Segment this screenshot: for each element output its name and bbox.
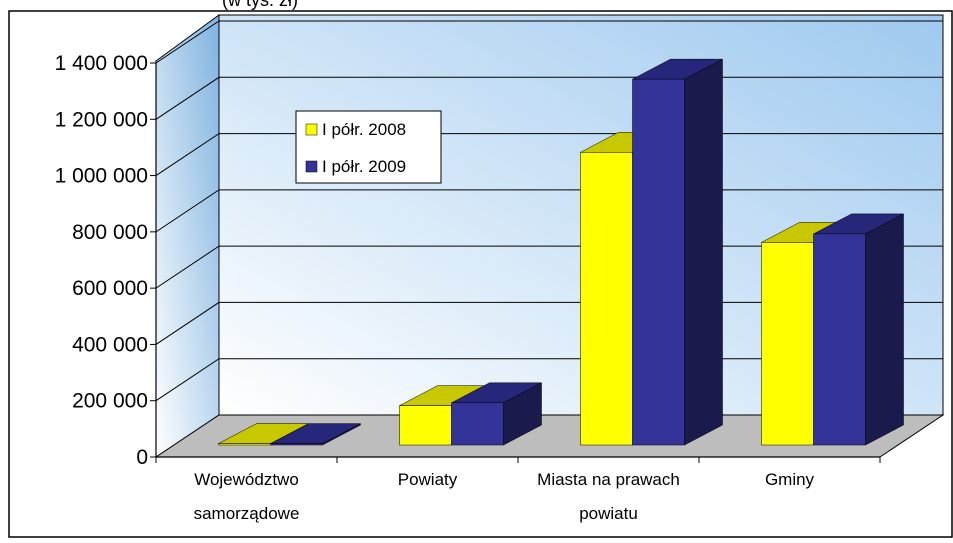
bar-front (813, 233, 866, 446)
y-tick-label: 200 000 (72, 390, 148, 413)
legend-label-2008: I półr. 2008 (322, 120, 406, 139)
bar-front (399, 405, 452, 446)
legend-swatch-2009 (305, 160, 318, 173)
bar-front (218, 443, 271, 446)
bar-3-1 (813, 213, 904, 446)
legend-box (295, 110, 442, 184)
y-tick-label: 0 (136, 446, 148, 469)
bar-front (632, 78, 685, 446)
y-tick-label: 1 400 000 (55, 52, 148, 75)
bar-side (865, 213, 904, 446)
y-tick-label: 400 000 (72, 333, 148, 356)
y-tick-label: 1 000 000 (55, 165, 148, 188)
axes (150, 61, 881, 463)
x-tick-label: Województwo (194, 470, 299, 489)
x-tick-label: Powiaty (398, 470, 458, 489)
y-tick-label: 1 200 000 (55, 108, 148, 131)
bar-front (580, 152, 633, 446)
chart-title-fragment: (w tys. zł) (222, 0, 298, 10)
bar-2-1 (632, 58, 723, 446)
legend-swatch-2008 (305, 123, 318, 136)
x-axis-category-labels: Województwo samorządowe Powiaty Miasta na p… (194, 470, 815, 523)
bar-0-1 (270, 423, 361, 446)
x-tick-label: powiatu (579, 504, 638, 523)
bar-front (270, 443, 323, 446)
gridline (155, 20, 943, 64)
y-tick-label: 600 000 (72, 277, 148, 300)
x-tick-label: Gminy (765, 470, 815, 489)
bar-front (451, 402, 504, 446)
side-wall (155, 14, 220, 458)
bar-front (761, 242, 814, 446)
y-axis-tick-labels: 0 200 000 400 000 600 000 800 000 1 000 000 1 … (55, 52, 148, 469)
x-tick-label: Miasta na prawach (537, 470, 680, 489)
bar-side (684, 58, 723, 446)
legend-label-2009: I półr. 2009 (322, 157, 406, 176)
y-tick-label: 800 000 (72, 221, 148, 244)
bar-1-1 (451, 382, 542, 446)
legend: I półr. 2008 I półr. 2009 (295, 110, 442, 184)
x-tick-label: samorządowe (194, 504, 300, 523)
bars (218, 58, 904, 446)
